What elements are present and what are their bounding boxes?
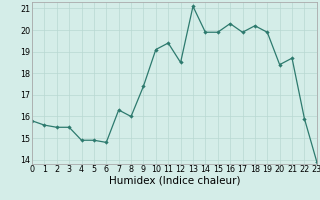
- X-axis label: Humidex (Indice chaleur): Humidex (Indice chaleur): [109, 176, 240, 186]
